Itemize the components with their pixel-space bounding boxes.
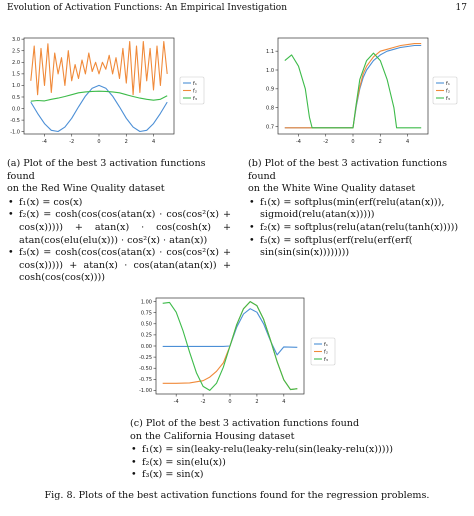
y-tick-label: -0.25 bbox=[139, 355, 152, 361]
y-tick-label: 0.7 bbox=[266, 124, 274, 130]
y-tick-label: 2.5 bbox=[12, 49, 20, 55]
formula-a-f3: f₃(x) = cosh(cos(cos(atan(x) · cos(cos²(… bbox=[7, 247, 231, 260]
figure-caption: Fig. 8. Plots of the best activation fun… bbox=[44, 490, 430, 501]
x-tick-label: -2 bbox=[201, 399, 206, 405]
x-tick-label: -2 bbox=[69, 139, 74, 145]
formula-a-f3-cont: cos(x))))) + atan(x) · cos(atan(atan(x))… bbox=[19, 259, 231, 271]
plot-frame bbox=[23, 37, 175, 135]
y-tick-label: 1.1 bbox=[266, 49, 274, 55]
plot-c-california-housing: -4 -2 0 2 4 -1.00 -0.75 -0.50 -0.25 0.00 0.25 0.50 0… bbox=[139, 297, 336, 405]
legend-label: f₂ bbox=[193, 89, 197, 95]
caption-a: (a) Plot of the best 3 activation functi… bbox=[7, 158, 231, 285]
legend-label: f₁ bbox=[446, 81, 450, 87]
legend-box bbox=[179, 76, 205, 105]
formula-b-f2: f₂(x) = softplus(relu(atan(relu(tanh(x))… bbox=[248, 222, 470, 235]
y-tick-label: 1.00 bbox=[141, 299, 152, 305]
series-line-3 bbox=[284, 52, 422, 129]
caption-b: (b) Plot of the best 3 activation functi… bbox=[248, 158, 470, 260]
page-number: 17 bbox=[455, 3, 467, 13]
plot-a-red-wine: -4 -2 0 2 4 -1.0 -0.5 0.0 0.5 1.0 1.5 2.0 2.5 3.0 f₁ f₂… bbox=[10, 37, 205, 145]
y-tick-label: 0.5 bbox=[12, 95, 20, 101]
formula-c-f1: f₁(x) = sin(leaky-relu(leaky-relu(sin(le… bbox=[130, 444, 430, 457]
y-tick-label: 0.50 bbox=[141, 322, 152, 328]
formula-a-f3-cont2: cosh(cos(cos(x)))) bbox=[19, 272, 106, 284]
y-tick-label: 0.0 bbox=[12, 106, 20, 112]
formula-a-f1: f₁(x) = cos(x) bbox=[7, 197, 231, 210]
caption-a-line1: (a) Plot of the best 3 activation functi… bbox=[7, 158, 206, 182]
formula-b-f3: f₃(x) = softplus(erf(relu(erf(erf( bbox=[248, 235, 470, 248]
x-tick-label: 4 bbox=[282, 399, 285, 405]
formula-list-c: f₁(x) = sin(leaky-relu(leaky-relu(sin(le… bbox=[130, 444, 430, 482]
caption-c-line1: (c) Plot of the best 3 activation functi… bbox=[130, 418, 360, 429]
y-tick-label: -0.5 bbox=[10, 118, 20, 124]
legend-box bbox=[432, 76, 458, 105]
x-tick-label: -4 bbox=[296, 139, 301, 145]
x-tick-label: 2 bbox=[255, 399, 258, 405]
legend-label: f₁ bbox=[193, 81, 197, 87]
legend-label: f₂ bbox=[324, 350, 328, 356]
y-tick-label: -1.0 bbox=[10, 129, 20, 135]
legend-label: f₃ bbox=[324, 357, 328, 363]
y-tick-label: 0.9 bbox=[266, 87, 274, 93]
running-header: Evolution of Activation Functions: An Em… bbox=[7, 3, 467, 15]
x-tick-label: 0 bbox=[97, 139, 100, 145]
formula-b-f3-cont: sin(sin(sin(x)))))))) bbox=[260, 247, 350, 259]
x-tick-label: -4 bbox=[174, 399, 179, 405]
y-tick-label: 1.0 bbox=[266, 68, 274, 74]
series-line-1 bbox=[30, 84, 168, 133]
formula-c-f3: f₃(x) = sin(x) bbox=[130, 469, 430, 482]
y-tick-label: 1.0 bbox=[12, 83, 20, 89]
y-tick-label: 0.75 bbox=[141, 310, 152, 316]
x-tick-label: 4 bbox=[406, 139, 409, 145]
y-tick-label: 2.0 bbox=[12, 60, 20, 66]
legend-label: f₂ bbox=[446, 89, 450, 95]
y-tick-label: 1.5 bbox=[12, 72, 20, 78]
legend-label: f₃ bbox=[446, 96, 450, 102]
legend-label: f₁ bbox=[324, 342, 328, 348]
formula-b-f1: f₁(x) = softplus(min(erf(relu(atan(x))), bbox=[248, 197, 470, 210]
y-tick-label: 0.25 bbox=[141, 333, 152, 339]
series-line-1 bbox=[162, 308, 298, 356]
caption-c: (c) Plot of the best 3 activation functi… bbox=[130, 418, 430, 482]
x-tick-label: 2 bbox=[379, 139, 382, 145]
x-tick-label: 0 bbox=[351, 139, 354, 145]
y-tick-label: 3.0 bbox=[12, 37, 20, 43]
series-line-3 bbox=[162, 301, 298, 391]
formula-c-f2: f₂(x) = sin(elu(x)) bbox=[130, 457, 430, 470]
y-tick-label: 0.00 bbox=[141, 344, 152, 350]
plot-frame bbox=[277, 37, 429, 135]
formula-list-b: f₁(x) = softplus(min(erf(relu(atan(x))),… bbox=[248, 197, 470, 260]
caption-b-line2: on the White Wine Quality dataset bbox=[248, 183, 416, 195]
x-tick-label: -4 bbox=[42, 139, 47, 145]
x-tick-label: 2 bbox=[125, 139, 128, 145]
legend-label: f₃ bbox=[193, 96, 197, 102]
caption-a-line2: on the Red Wine Quality dataset bbox=[7, 183, 165, 195]
legend-box bbox=[310, 337, 336, 366]
caption-b-line1: (b) Plot of the best 3 activation functi… bbox=[248, 158, 447, 182]
y-tick-label: -1.00 bbox=[139, 388, 152, 394]
running-title: Evolution of Activation Functions: An Em… bbox=[7, 3, 288, 13]
x-tick-label: -2 bbox=[323, 139, 328, 145]
series-line-3 bbox=[30, 90, 168, 102]
y-tick-label: 0.8 bbox=[266, 105, 274, 111]
y-tick-label: -0.50 bbox=[139, 366, 152, 372]
caption-c-line2: on the California Housing dataset bbox=[130, 430, 295, 442]
y-tick-label: -0.75 bbox=[139, 377, 152, 383]
formula-a-f2-cont2: atan(cos(elu(elu(x))) · cos²(x) · atan(x… bbox=[19, 234, 208, 246]
series-line-2 bbox=[30, 40, 168, 96]
x-tick-label: 0 bbox=[228, 399, 231, 405]
formula-list-a: f₁(x) = cos(x) f₂(x) = cosh(cos(cos(atan… bbox=[7, 197, 231, 285]
x-tick-label: 4 bbox=[152, 139, 155, 145]
formula-b-f1-cont: sigmoid(relu(atan(x))))) bbox=[260, 209, 375, 221]
formula-a-f2: f₂(x) = cosh(cos(cos(atan(x) · cos(cos²(… bbox=[7, 209, 231, 222]
formula-a-f2-cont: cos(x))))) + atan(x) · cos(cosh(x) + bbox=[19, 221, 231, 233]
